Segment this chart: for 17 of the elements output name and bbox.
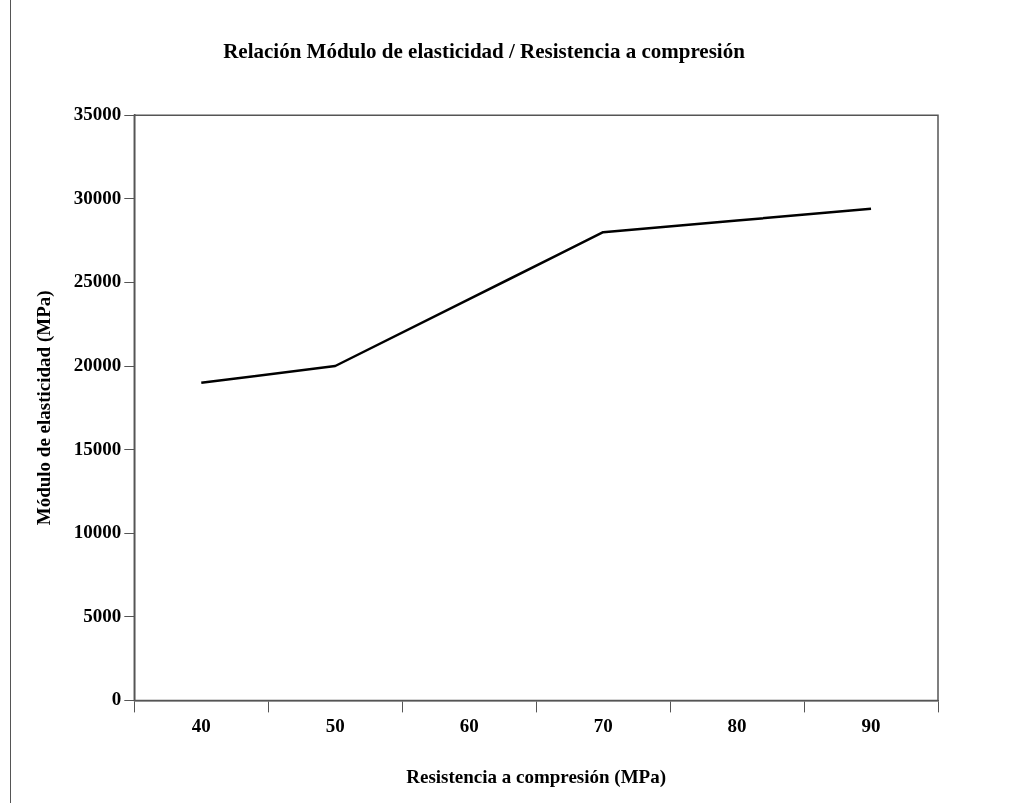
x-tick-label: 70 [593, 714, 613, 736]
y-tick-label: 10000 [73, 521, 122, 543]
x-tick-label: 80 [727, 714, 747, 736]
y-tick-label: 5000 [83, 604, 122, 626]
y-tick-label: 25000 [73, 270, 122, 292]
x-axis-title: Resistencia a compresión (MPa) [406, 765, 667, 788]
chart-title: Relación Módulo de elasticidad / Resistencia a compresión [223, 39, 746, 64]
y-tick-label: 35000 [73, 103, 122, 125]
x-tick-label: 50 [325, 714, 345, 736]
y-tick-label: 30000 [73, 186, 122, 208]
y-tick-label: 0 [111, 688, 122, 710]
y-tick-label: 15000 [73, 437, 122, 459]
x-tick-label: 90 [861, 714, 881, 736]
x-tick-label: 60 [459, 714, 479, 736]
y-axis-title: Módulo de elasticidad (MPa) [33, 290, 56, 526]
x-tick-label: 40 [191, 714, 211, 736]
y-tick-label: 20000 [73, 353, 122, 375]
